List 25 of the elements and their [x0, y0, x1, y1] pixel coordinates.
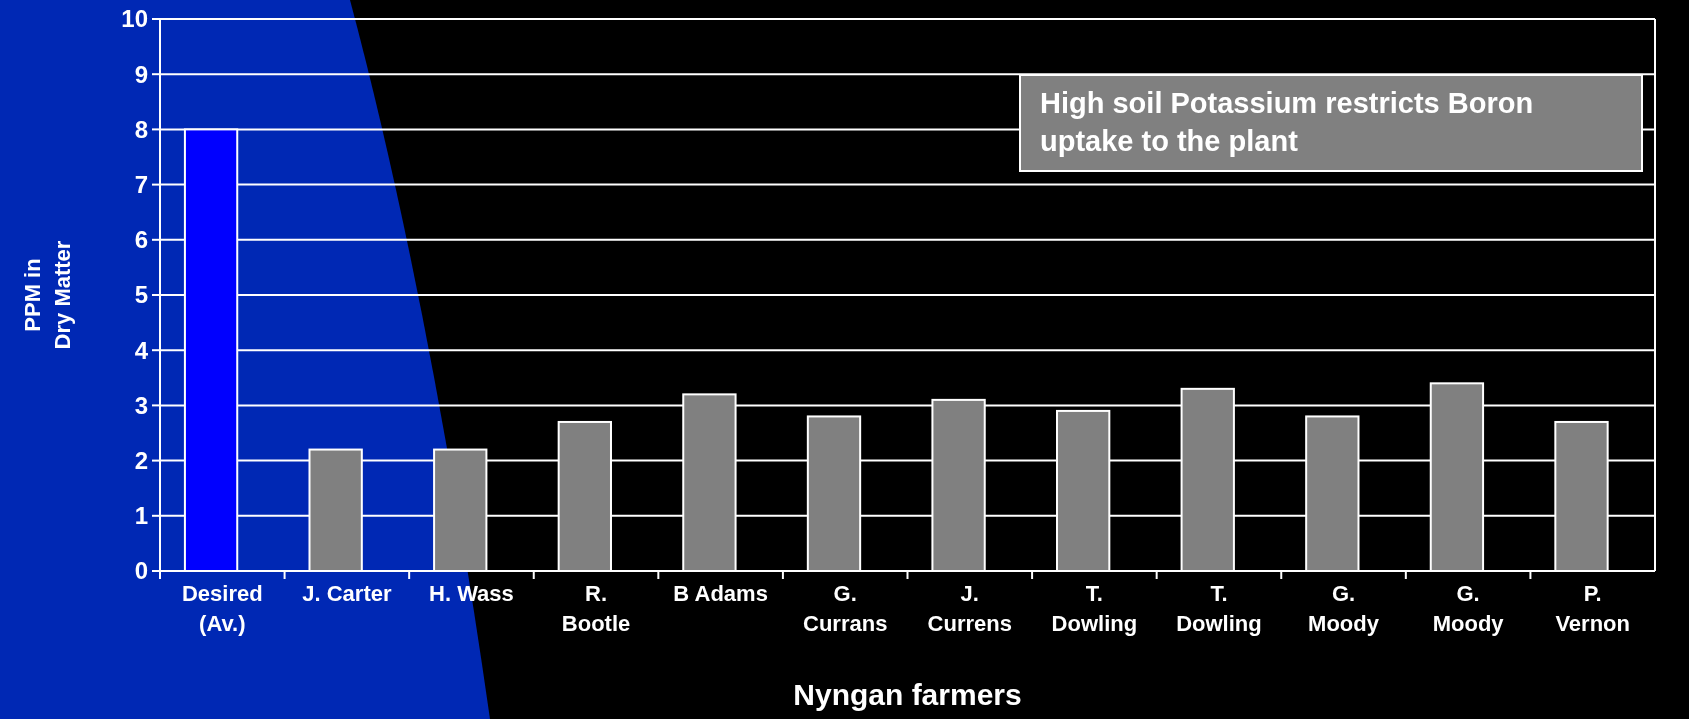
- y-tick-label: 4: [134, 336, 149, 364]
- x-tick-label: T. Dowling: [1176, 581, 1262, 636]
- y-tick-label: 2: [134, 447, 148, 474]
- y-tick-label: 7: [134, 171, 148, 198]
- x-tick-label: G. Moody: [1432, 581, 1505, 636]
- y-axis-title: PPM in Dry Matter: [20, 240, 75, 350]
- x-tick-label: J. Carter: [302, 581, 392, 606]
- x-axis-title: Nyngan farmers: [793, 678, 1022, 711]
- x-tick-label: R. Bootle: [561, 581, 631, 636]
- x-tick-label: P. Vernon: [1555, 581, 1630, 636]
- y-tick-label: 8: [134, 115, 148, 143]
- y-tick-label: 6: [134, 226, 148, 254]
- y-tick-label: 1: [134, 502, 148, 530]
- x-tick-label: Desired (Av.): [181, 581, 263, 636]
- x-tick-label: B Adams: [673, 581, 768, 606]
- y-tick-label: 10: [121, 5, 148, 33]
- annotation: High soil Potassium restricts Boron uptake to the plant: [1040, 87, 1534, 157]
- y-tick-label: 3: [134, 391, 148, 419]
- x-tick-label: J. Currens: [927, 581, 1012, 636]
- x-tick-label: G. Moody: [1308, 581, 1380, 636]
- y-tick-label: 9: [134, 60, 148, 88]
- y-tick-label: 0: [134, 557, 148, 585]
- x-tick-label: T. Dowling: [1051, 581, 1138, 636]
- y-tick-label: 5: [134, 281, 148, 309]
- x-tick-label: G. Currans: [803, 581, 888, 636]
